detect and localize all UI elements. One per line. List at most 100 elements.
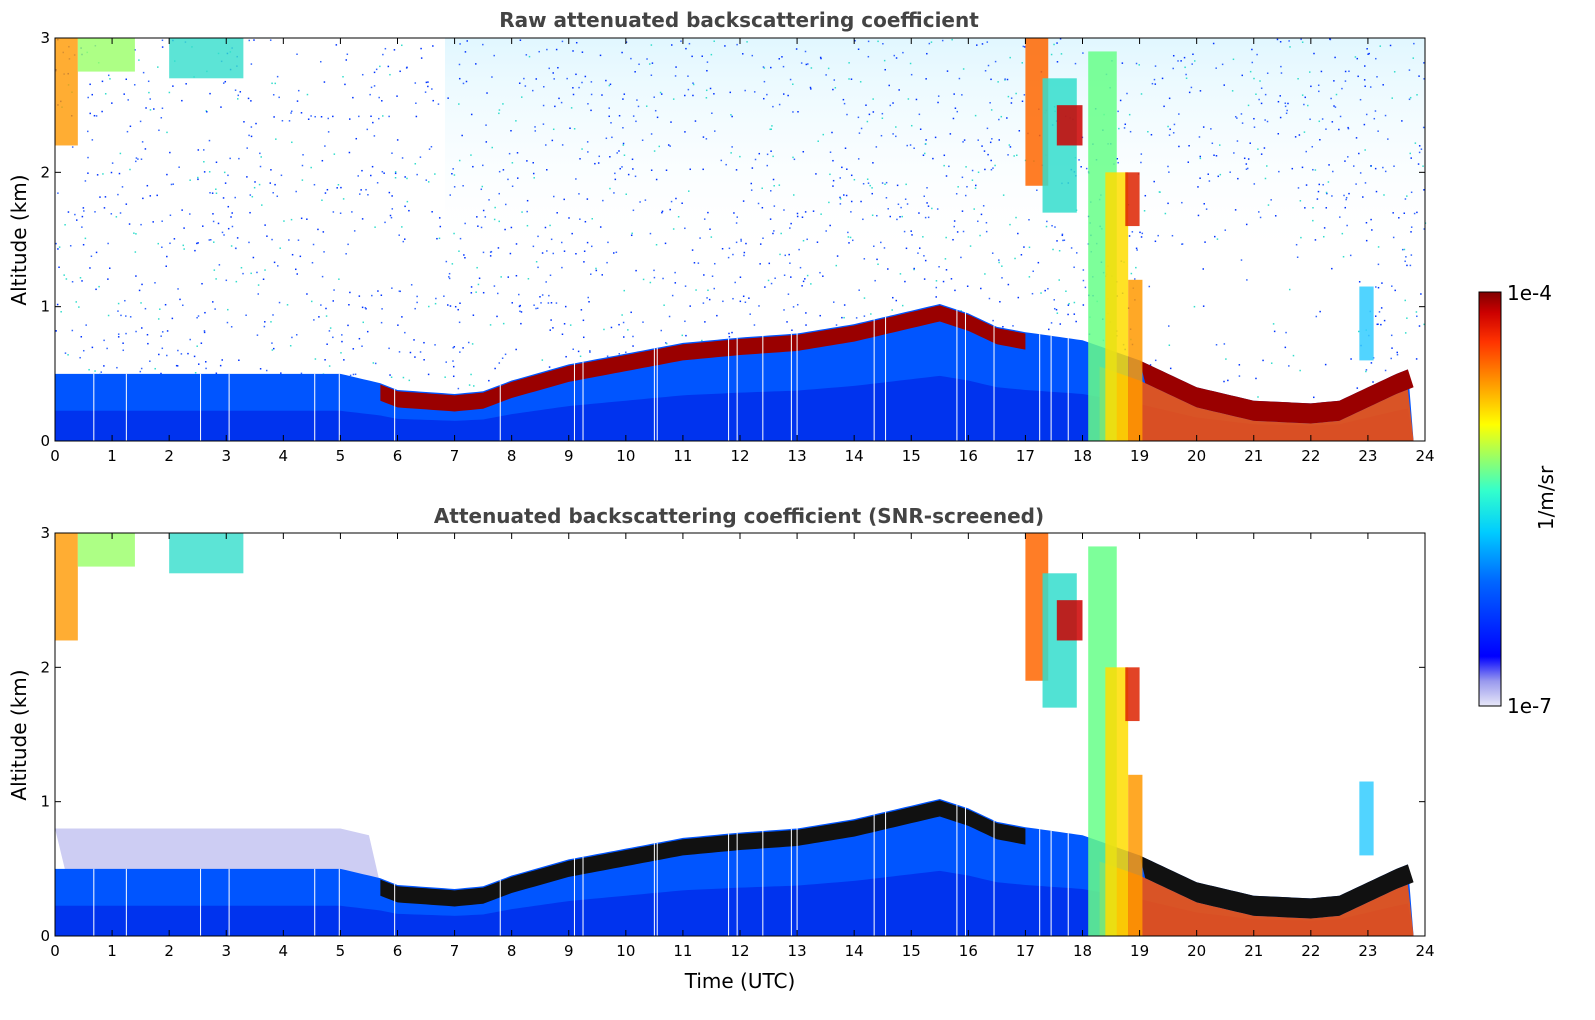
noise-speck: [314, 358, 317, 360]
noise-speck: [1128, 235, 1131, 237]
noise-speck: [1365, 239, 1368, 242]
noise-speck: [482, 164, 484, 167]
x-tick-label: 4: [279, 447, 289, 465]
noise-speck: [789, 262, 791, 264]
noise-speck: [935, 280, 938, 282]
noise-speck: [434, 173, 436, 175]
cloud-column: [1056, 600, 1083, 641]
noise-speck: [579, 355, 582, 358]
noise-speck: [1167, 202, 1169, 205]
noise-speck: [141, 141, 144, 143]
noise-speck: [863, 297, 866, 299]
noise-speck: [985, 221, 988, 224]
noise-speck: [772, 232, 774, 235]
noise-speck: [373, 135, 376, 137]
noise-speck: [171, 317, 174, 320]
noise-speck: [839, 177, 841, 179]
noise-speck: [444, 376, 446, 378]
noise-speck: [849, 236, 852, 239]
noise-speck: [670, 200, 673, 203]
noise-speck: [247, 97, 250, 100]
noise-speck: [619, 167, 621, 170]
noise-speck: [857, 48, 860, 51]
noise-speck: [1270, 199, 1272, 201]
noise-speck: [101, 80, 104, 83]
noise-speck: [565, 355, 567, 358]
noise-speck: [991, 138, 993, 140]
noise-speck: [381, 100, 383, 102]
noise-speck: [705, 97, 708, 99]
noise-speck: [470, 292, 473, 294]
noise-speck: [64, 352, 67, 354]
noise-speck: [1401, 248, 1404, 251]
noise-speck: [1405, 256, 1407, 258]
noise-speck: [552, 72, 554, 74]
noise-speck: [1278, 170, 1280, 173]
noise-speck: [563, 323, 566, 325]
noise-speck: [1009, 146, 1012, 148]
noise-speck: [581, 81, 583, 84]
noise-speck: [962, 141, 964, 143]
noise-speck: [675, 66, 677, 68]
noise-speck: [1032, 270, 1034, 273]
noise-speck: [415, 115, 418, 118]
noise-speck: [345, 59, 348, 61]
noise-speck: [988, 297, 991, 300]
noise-speck: [553, 78, 555, 80]
panel-title: Raw attenuated backscattering coefficien…: [499, 8, 979, 32]
noise-speck: [725, 163, 727, 166]
noise-speck: [1215, 67, 1217, 69]
noise-speck: [1357, 75, 1359, 78]
noise-speck: [684, 285, 687, 287]
noise-speck: [449, 194, 451, 196]
noise-speck: [859, 81, 862, 83]
noise-speck: [535, 78, 538, 80]
noise-speck: [956, 231, 959, 233]
noise-speck: [945, 269, 948, 271]
noise-speck: [496, 292, 499, 295]
noise-speck: [89, 267, 91, 269]
noise-speck: [990, 159, 992, 162]
noise-speck: [181, 209, 183, 211]
noise-speck: [1333, 80, 1335, 82]
noise-speck: [613, 192, 615, 194]
x-tick-label: 14: [845, 942, 864, 960]
noise-speck: [213, 241, 215, 243]
noise-speck: [1047, 287, 1049, 290]
noise-speck: [854, 39, 856, 42]
noise-speck: [390, 216, 393, 219]
noise-speck: [744, 301, 747, 304]
noise-speck: [326, 343, 328, 345]
noise-speck: [1415, 358, 1418, 360]
noise-speck: [481, 185, 484, 188]
noise-speck: [427, 181, 430, 183]
noise-speck: [724, 45, 726, 47]
noise-speck: [1082, 304, 1085, 306]
noise-speck: [550, 319, 552, 321]
noise-speck: [423, 341, 425, 344]
noise-speck: [1334, 56, 1336, 59]
noise-speck: [590, 245, 593, 248]
noise-speck: [642, 321, 644, 323]
fog-layer: [1099, 366, 1414, 441]
noise-speck: [622, 98, 624, 100]
noise-speck: [720, 159, 723, 162]
noise-speck: [175, 364, 178, 367]
noise-speck: [280, 174, 283, 177]
noise-speck: [102, 173, 104, 175]
noise-speck: [1007, 154, 1009, 156]
noise-speck: [535, 307, 537, 310]
noise-speck: [300, 217, 303, 220]
noise-speck: [1246, 167, 1249, 170]
noise-speck: [665, 169, 668, 172]
noise-speck: [795, 48, 798, 50]
noise-speck: [1168, 97, 1171, 100]
noise-speck: [739, 276, 742, 278]
noise-speck: [1258, 98, 1260, 101]
noise-speck: [488, 379, 490, 382]
noise-speck: [1391, 285, 1393, 287]
noise-speck: [432, 45, 434, 47]
noise-speck: [548, 366, 551, 368]
noise-speck: [866, 178, 869, 180]
